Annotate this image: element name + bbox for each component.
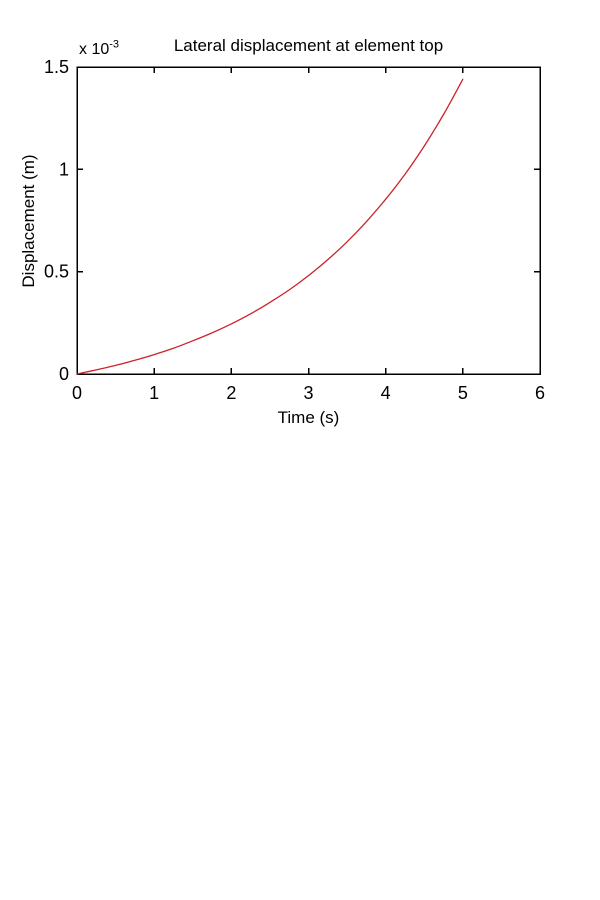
y-multiplier-base: x 10 xyxy=(79,41,110,58)
x-tick-label: 4 xyxy=(381,383,391,403)
y-tick-label: 1.5 xyxy=(44,57,69,77)
x-tick-label: 6 xyxy=(535,383,545,403)
x-tick-label: 2 xyxy=(226,383,236,403)
y-axis-multiplier: x 10-3 xyxy=(79,38,120,59)
x-axis-label: Time (s) xyxy=(277,408,340,427)
y-tick-label: 0 xyxy=(59,364,69,384)
x-tick-label: 5 xyxy=(458,383,468,403)
y-multiplier-exponent: -3 xyxy=(109,38,120,51)
y-tick-label: 1 xyxy=(59,159,69,179)
axis-box xyxy=(76,66,541,375)
y-tick-label: 0.5 xyxy=(44,262,69,282)
plot-area: 0 1 2 3 4 5 6 0 0.5 1 1.5 xyxy=(44,57,545,403)
displacement-curve xyxy=(76,78,464,375)
x-tick-label: 1 xyxy=(149,383,159,403)
chart-title: Lateral displacement at element top xyxy=(173,36,444,55)
x-tick-label: 0 xyxy=(72,383,82,403)
x-tick-label: 3 xyxy=(303,383,313,403)
